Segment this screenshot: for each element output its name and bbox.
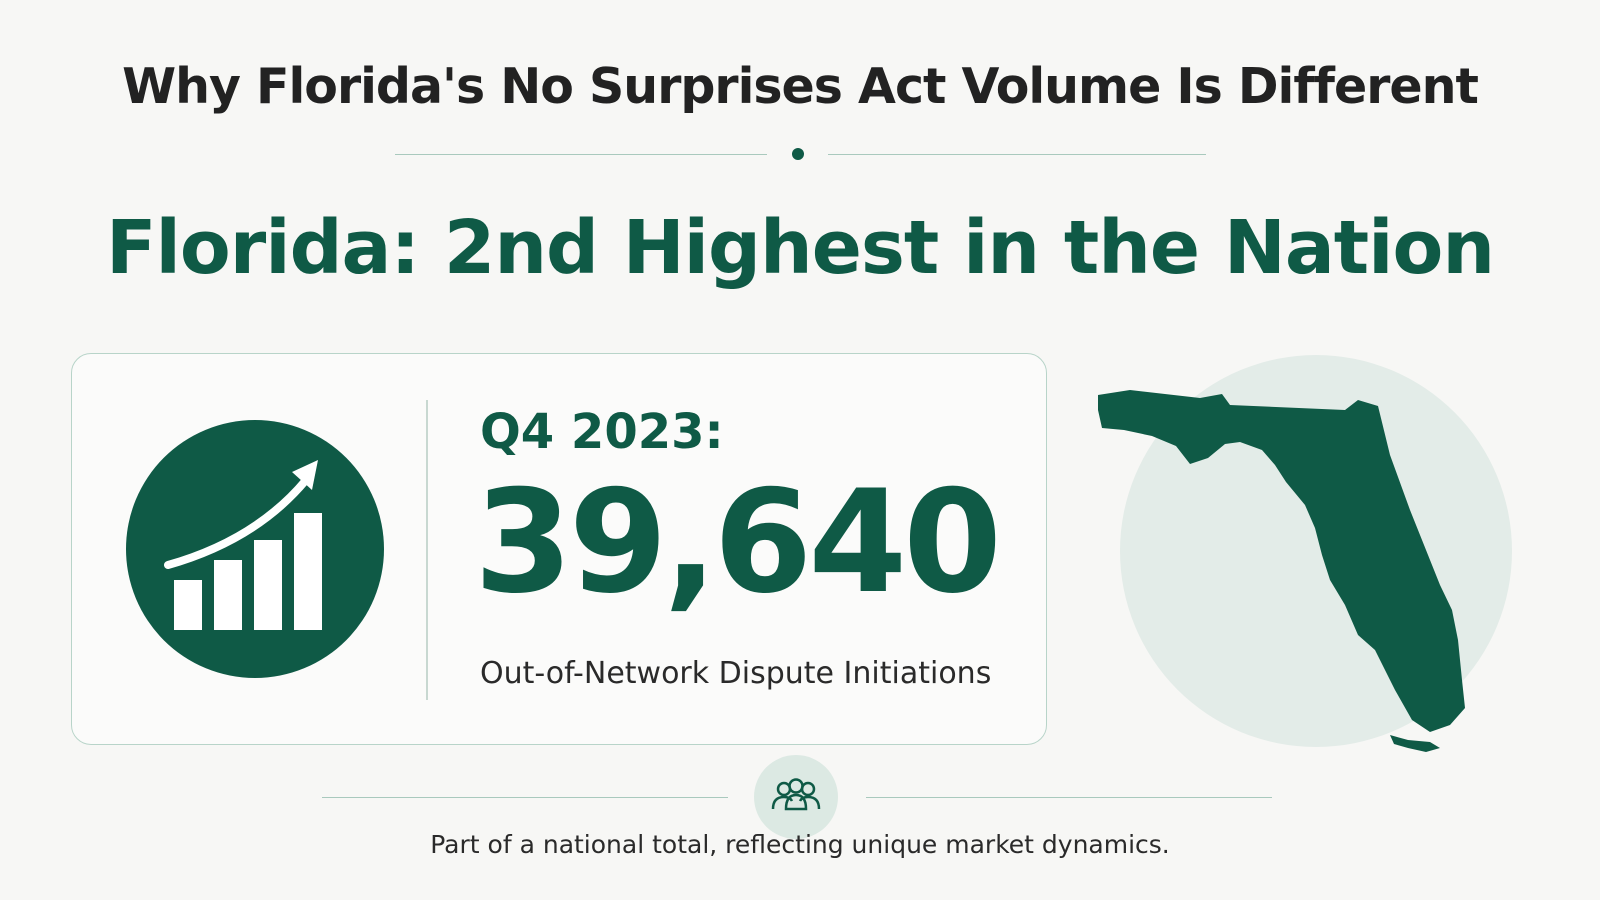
footer-divider-right [866,797,1272,798]
footnote: Part of a national total, reflecting uni… [430,830,1170,859]
stat-card: Q4 2023: 39,640 Out-of-Network Dispute I… [71,353,1047,745]
title-divider-right [828,154,1206,155]
page-title: Why Florida's No Surprises Act Volume Is… [122,58,1479,115]
stat-divider [426,400,428,700]
florida-map-icon [1098,390,1465,752]
stat-period: Q4 2023: [480,404,724,460]
title-divider-dot [792,148,804,160]
people-group-icon [754,755,838,839]
stat-value: 39,640 [474,460,1002,625]
growth-chart-icon [126,420,384,678]
headline: Florida: 2nd Highest in the Nation [105,205,1495,291]
footer-divider-left [322,797,728,798]
stat-caption: Out-of-Network Dispute Initiations [480,656,992,691]
title-divider-left [395,154,767,155]
